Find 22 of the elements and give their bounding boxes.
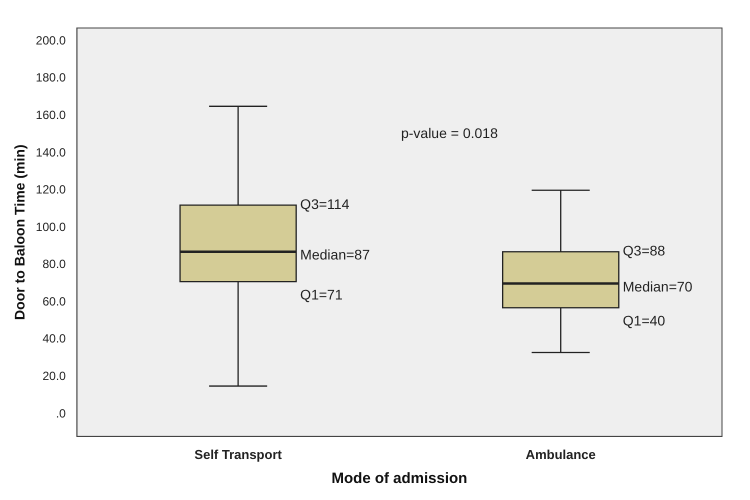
annotation: Median=87 <box>300 246 370 263</box>
y-tick-label: 40.0 <box>42 332 66 346</box>
x-tick-label: Self Transport <box>194 446 282 462</box>
y-tick-label: 180.0 <box>36 70 66 85</box>
y-tick-label: 80.0 <box>42 257 66 272</box>
annotation: p-value = 0.018 <box>400 125 498 142</box>
y-tick-label: 120.0 <box>36 182 66 197</box>
y-tick-label: 160.0 <box>36 108 66 122</box>
annotation: Q1=71 <box>300 286 343 302</box>
y-tick-label: 100.0 <box>36 220 66 234</box>
y-tick-label: 140.0 <box>36 145 66 160</box>
y-tick-label: 60.0 <box>42 294 66 308</box>
annotation: Q3=88 <box>622 242 666 259</box>
y-axis-title: Door to Baloon Time (min) <box>11 144 28 320</box>
annotation: Q1=40 <box>622 312 666 329</box>
annotation: Q3=114 <box>300 196 350 212</box>
x-axis-title: Mode of admission <box>331 470 468 488</box>
y-tick-label: 200.0 <box>36 33 66 48</box>
x-tick-label: Ambulance <box>526 446 596 462</box>
y-tick-label: 20.0 <box>42 369 66 384</box>
annotation: Median=70 <box>622 278 693 294</box>
y-tick-label: .0 <box>56 406 66 420</box>
